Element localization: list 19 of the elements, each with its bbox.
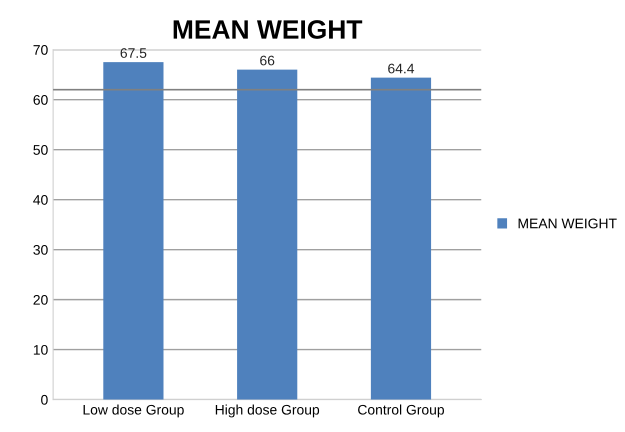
y-tick-label: 60 bbox=[34, 95, 48, 105]
y-tick-label: 40 bbox=[33, 194, 48, 205]
chart-title: MEAN WEIGHT bbox=[174, 20, 362, 39]
y-tick-label: 50 bbox=[33, 144, 48, 155]
y-tick-label: 20 bbox=[34, 294, 48, 305]
bar bbox=[237, 70, 298, 400]
legend-label: MEAN WEIGHT bbox=[518, 218, 617, 228]
bar bbox=[103, 62, 164, 400]
data-label: 67.5 bbox=[120, 48, 146, 58]
x-tick-label: Control Group bbox=[358, 404, 444, 418]
y-tick-label: 0 bbox=[41, 394, 48, 405]
y-tick-label: 70 bbox=[34, 45, 48, 55]
y-tick-label: 10 bbox=[34, 344, 48, 355]
x-tick-label: High dose Group bbox=[216, 404, 320, 418]
y-tick-label: 30 bbox=[33, 244, 48, 255]
data-label: 66 bbox=[260, 56, 274, 66]
data-label: 64.4 bbox=[388, 64, 414, 74]
bar bbox=[370, 78, 432, 400]
x-tick-label: Low dose Group bbox=[84, 404, 184, 418]
